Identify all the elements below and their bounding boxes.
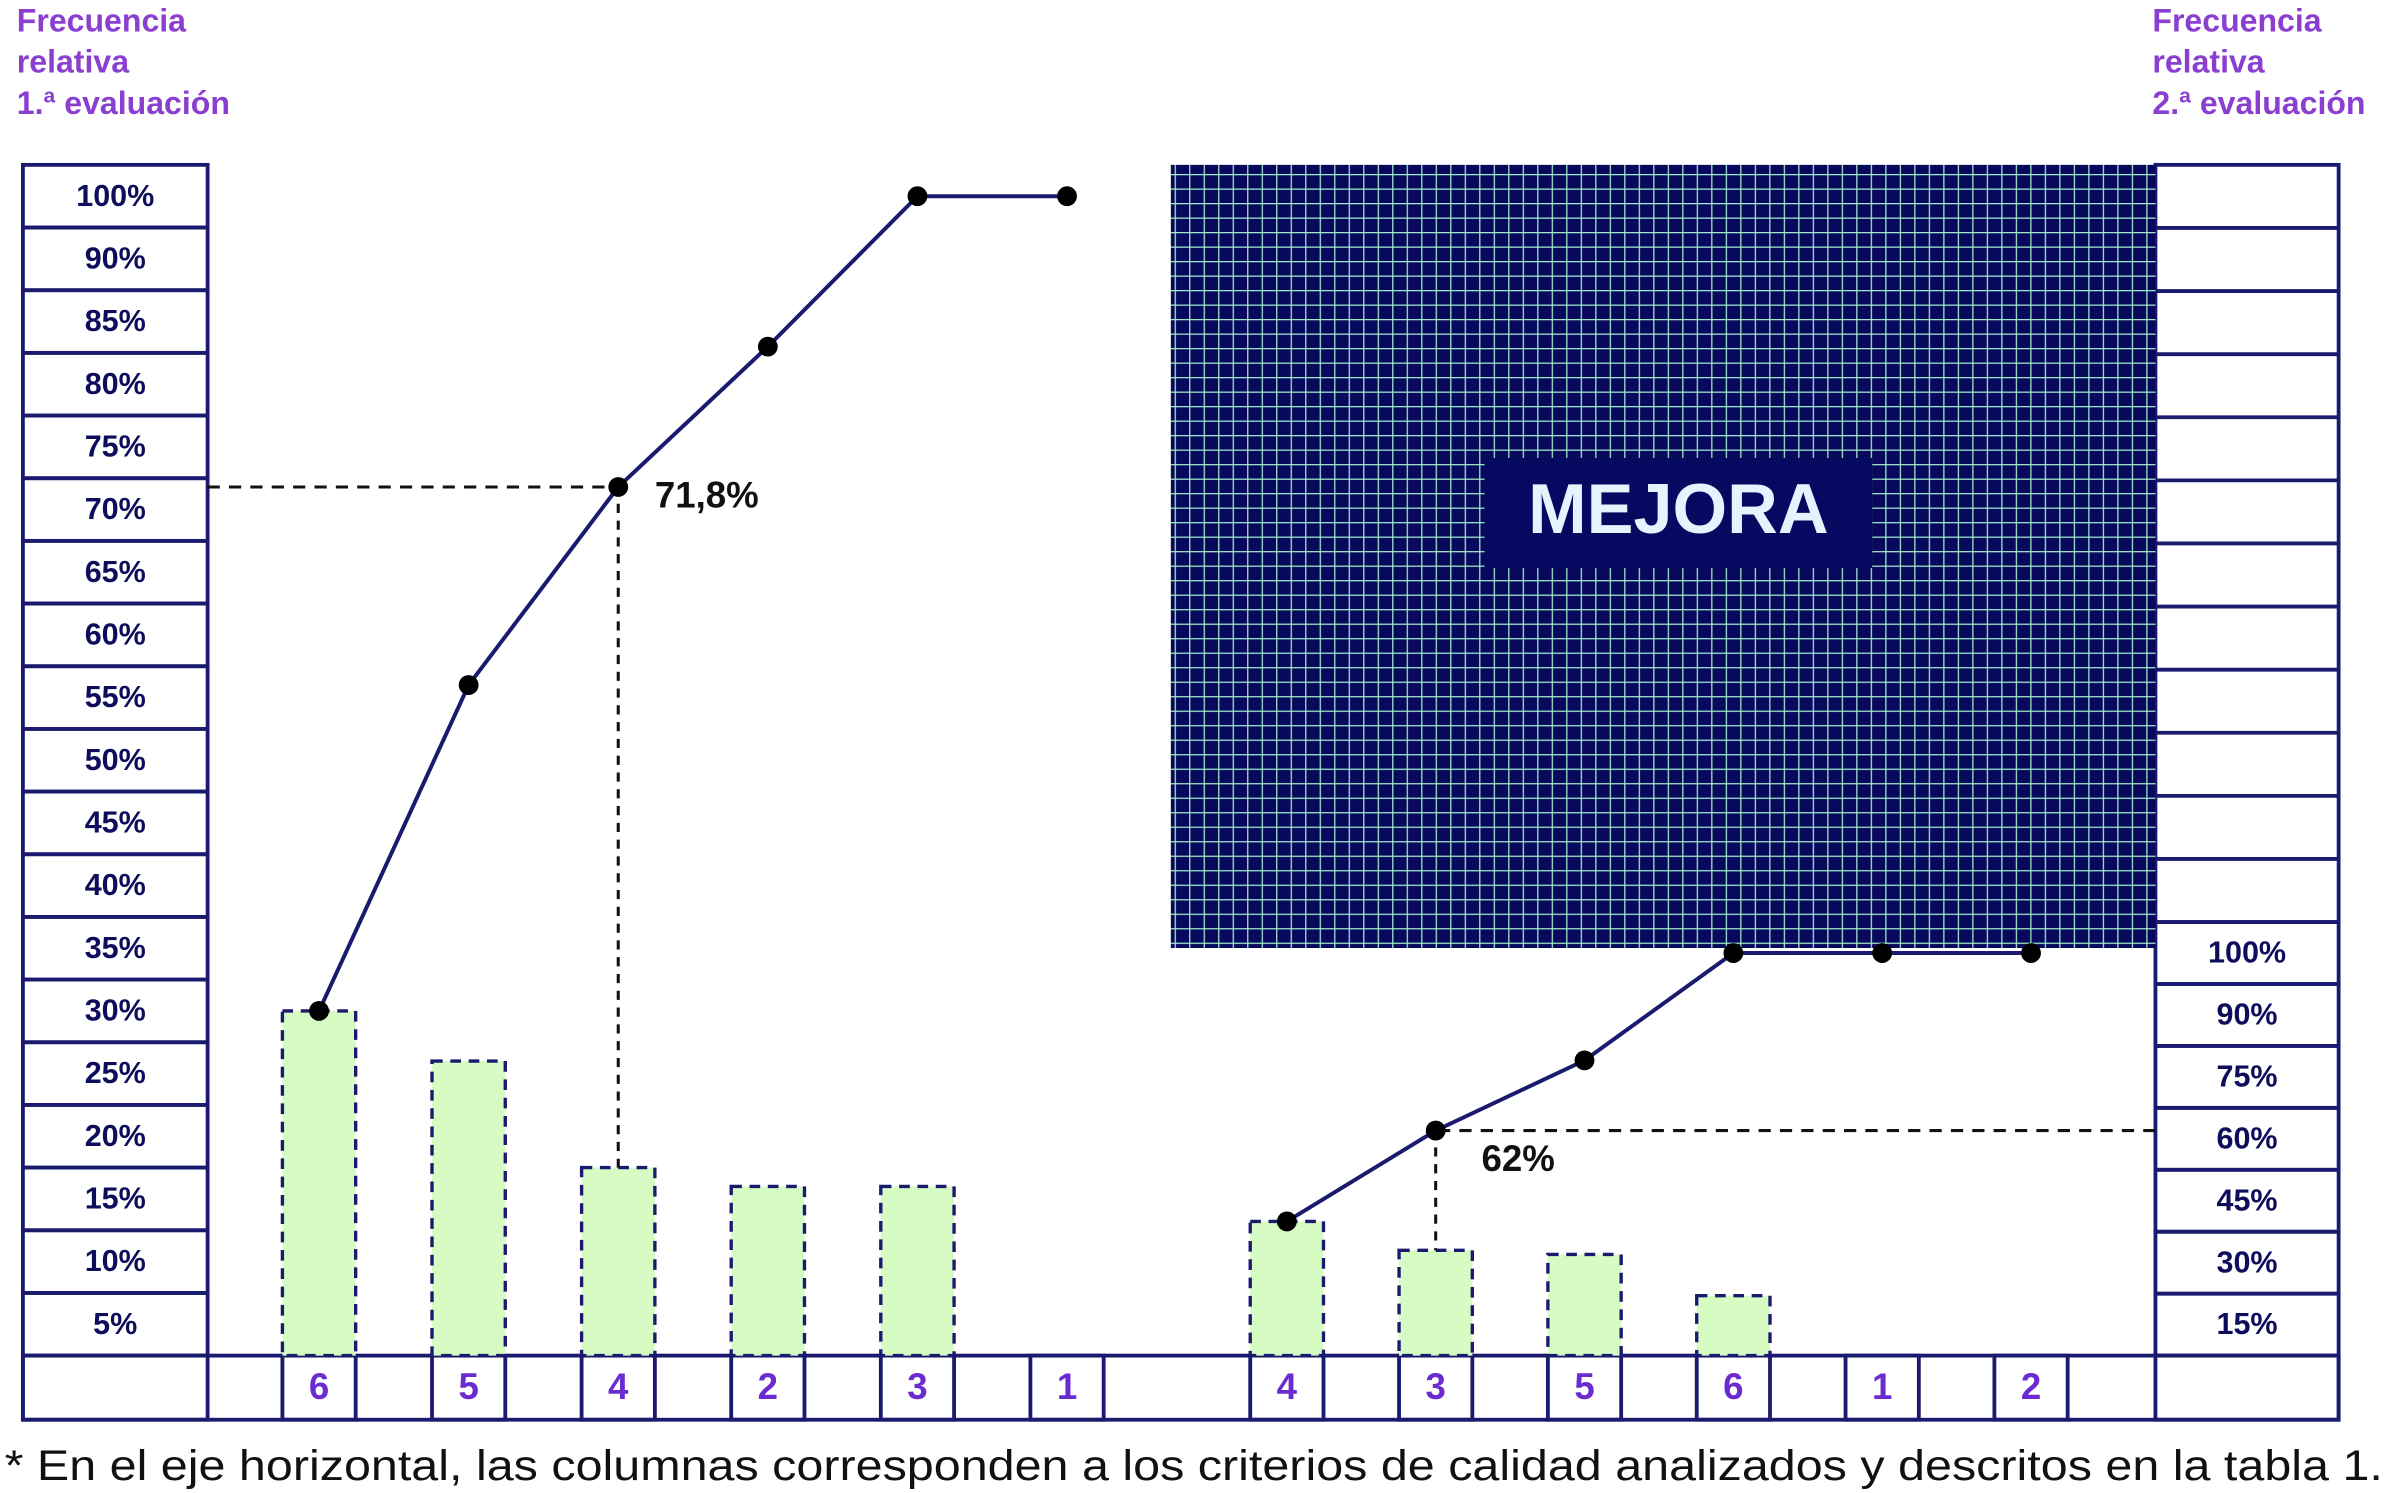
- axis-title: relativa: [2152, 44, 2265, 80]
- x-tick-label: 4: [1277, 1366, 1298, 1407]
- category-box: [1397, 1353, 1475, 1422]
- cumulative-point: [1057, 186, 1077, 207]
- cumulative-point: [458, 675, 479, 695]
- bar: [579, 1165, 657, 1358]
- highlight-label: MEJORA: [1528, 469, 1828, 548]
- y-tick-label: 60%: [2216, 1121, 2277, 1155]
- x-tick-label: 5: [1574, 1366, 1594, 1407]
- y-tick-label: 100%: [76, 179, 154, 213]
- x-tick-label: 5: [458, 1366, 478, 1407]
- y-tick-label: 30%: [2216, 1245, 2277, 1279]
- y-tick-label: 75%: [85, 429, 146, 463]
- category-box: [1992, 1353, 2070, 1422]
- bar: [1695, 1294, 1772, 1358]
- y-tick-label: 10%: [85, 1244, 146, 1278]
- annotation: 62%: [1481, 1138, 1554, 1179]
- cumulative-point: [1872, 943, 1893, 963]
- bar: [879, 1184, 956, 1358]
- cumulative-point: [1723, 943, 1744, 963]
- y-tick-label: 45%: [2216, 1183, 2277, 1217]
- x-tick-label: 3: [1426, 1366, 1446, 1407]
- x-tick-label: 2: [758, 1366, 778, 1407]
- axis-title: Frecuencia: [17, 2, 187, 38]
- bar: [1546, 1252, 1623, 1358]
- y-tick-label: 90%: [85, 241, 146, 275]
- y-tick-label: 100%: [2208, 936, 2286, 970]
- y-tick-label: 60%: [85, 617, 146, 651]
- y-tick-label: 40%: [85, 868, 146, 902]
- category-box: [1028, 1353, 1106, 1422]
- y-tick-label: 20%: [85, 1119, 146, 1153]
- y-tick-label: 55%: [85, 680, 146, 714]
- y-tick-label: 35%: [85, 931, 146, 965]
- y-tick-label: 15%: [2216, 1307, 2277, 1341]
- y-tick-label: 75%: [2216, 1059, 2277, 1093]
- category-box: [1843, 1353, 1921, 1422]
- bar: [729, 1184, 807, 1358]
- cumulative-point: [1574, 1050, 1595, 1071]
- y-tick-label: 90%: [2216, 998, 2277, 1032]
- y-tick-label: 30%: [85, 994, 146, 1028]
- y-tick-label: 25%: [85, 1056, 146, 1090]
- bar: [1397, 1248, 1475, 1358]
- axis-column-foot: [20, 1353, 210, 1422]
- cumulative-line: [317, 194, 1068, 1012]
- y-tick-label: 5%: [93, 1307, 137, 1341]
- cumulative-point: [608, 477, 629, 497]
- x-tick-label: 6: [1723, 1366, 1743, 1407]
- x-tick-label: 4: [608, 1366, 629, 1407]
- y-tick-label: 65%: [85, 555, 146, 589]
- axis-title: relativa: [17, 44, 130, 80]
- footnote: * En el eje horizontal, las columnas cor…: [5, 1442, 2383, 1490]
- cumulative-point: [1276, 1211, 1297, 1232]
- x-tick-label: 3: [907, 1366, 927, 1407]
- axis-column-foot: [2153, 1353, 2341, 1422]
- y-tick-label: 85%: [85, 304, 146, 338]
- axis-title: Frecuencia: [2152, 2, 2322, 38]
- category-box: [280, 1353, 358, 1422]
- x-tick-label: 6: [309, 1366, 329, 1407]
- y-tick-label: 70%: [85, 492, 146, 526]
- bar: [1248, 1219, 1326, 1358]
- bar: [430, 1059, 507, 1358]
- bar: [280, 1009, 358, 1358]
- x-tick-label: 2: [2021, 1366, 2041, 1407]
- cumulative-point: [757, 336, 778, 357]
- axis-title: 2.ª evaluación: [2152, 85, 2365, 121]
- cumulative-point: [309, 1000, 329, 1021]
- y-tick-label: 80%: [85, 367, 146, 401]
- annotation: 71,8%: [655, 474, 759, 515]
- axis-title: 1.ª evaluación: [17, 85, 230, 121]
- highlight-label-box: [1484, 457, 1873, 568]
- category-strip: [20, 1353, 2341, 1422]
- cumulative-point: [1425, 1120, 1446, 1141]
- y-tick-label: 15%: [85, 1182, 146, 1216]
- cumulative-line: [1285, 951, 2032, 1224]
- y-tick-label: 45%: [85, 805, 146, 839]
- x-tick-label: 1: [1057, 1366, 1077, 1407]
- x-tick-label: 1: [1872, 1366, 1892, 1407]
- cumulative-point: [2021, 943, 2041, 963]
- y-tick-label: 50%: [85, 743, 146, 777]
- cumulative-point: [907, 186, 928, 207]
